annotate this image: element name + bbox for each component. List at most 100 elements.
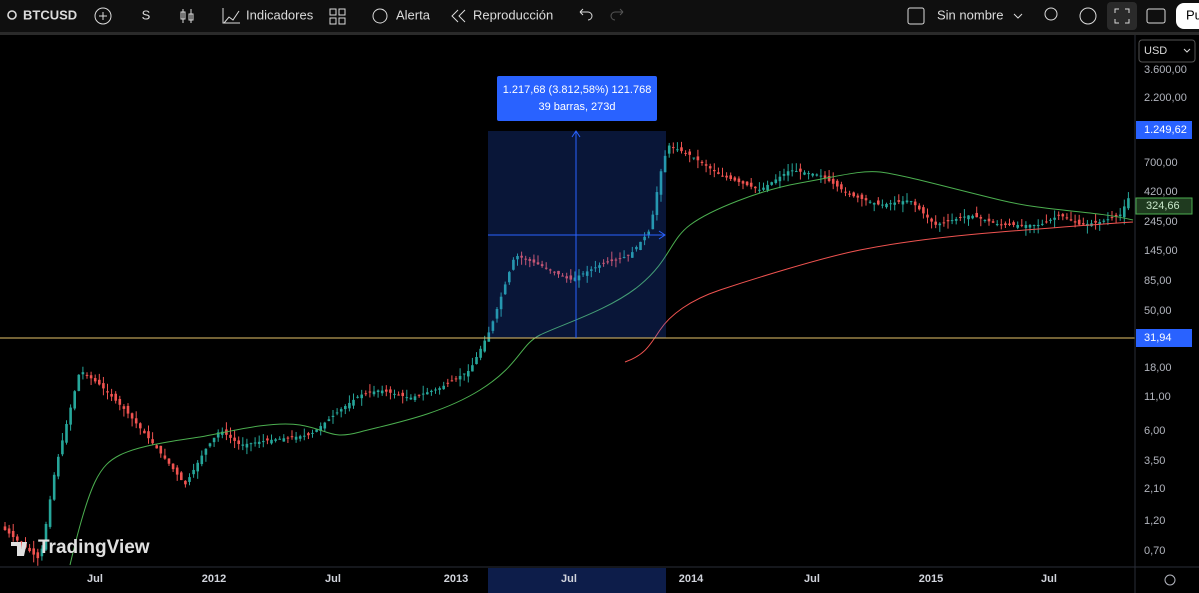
candle-body [118, 398, 122, 405]
candle-body [799, 168, 802, 172]
publish-button[interactable] [1176, 3, 1199, 29]
candle-body [401, 392, 404, 397]
snapshot[interactable] [1146, 8, 1166, 24]
candle-body [450, 380, 454, 382]
candle-body [335, 412, 339, 414]
candle-body [89, 375, 93, 379]
candle-body [1028, 225, 1032, 228]
candle-body [1053, 217, 1056, 220]
candle-body [614, 259, 618, 261]
settings[interactable] [1079, 7, 1097, 25]
candle-body [212, 437, 216, 443]
alert[interactable]: Alerta [396, 7, 431, 22]
fullscreen[interactable] [1114, 8, 1130, 24]
candle-body [134, 418, 138, 424]
candle-body [852, 192, 855, 197]
candle-body [745, 181, 749, 186]
candle-body [594, 267, 597, 269]
candle-body [655, 192, 659, 215]
candle-body [167, 458, 171, 464]
undo[interactable] [579, 8, 593, 21]
redo[interactable] [610, 8, 624, 21]
candle-body [778, 176, 782, 182]
symbol[interactable]: BTCUSD [23, 7, 77, 22]
candle-body [954, 218, 958, 221]
time-label: 2012 [202, 573, 226, 585]
currency[interactable]: USD [1144, 45, 1167, 57]
candle-body [216, 432, 220, 438]
candle-body [1077, 219, 1081, 225]
ma-green [69, 171, 1134, 566]
time-label: 2013 [444, 573, 468, 585]
candle-body [1045, 221, 1048, 223]
candle-body [114, 393, 117, 401]
candle-body [180, 472, 183, 481]
candle-body [270, 439, 273, 444]
candle-body [57, 456, 60, 477]
candle-body [1082, 223, 1085, 225]
add-symbol[interactable] [94, 7, 112, 25]
candle-body [803, 172, 806, 175]
layout-name[interactable]: Sin nombre [937, 7, 1003, 22]
indicators[interactable]: Indicadores [246, 7, 314, 22]
candle-body [536, 262, 540, 265]
candle-body [1032, 225, 1036, 227]
candle-body [65, 424, 68, 443]
fullscreen-bg [1107, 2, 1137, 30]
candle-body [139, 423, 142, 429]
candle-body [844, 191, 847, 193]
candle-body [241, 444, 245, 446]
candle-body [393, 393, 396, 395]
candle-body [16, 536, 19, 541]
candle-body [143, 430, 146, 434]
candle-body [520, 255, 523, 258]
price-label: 2,10 [1144, 483, 1165, 495]
candle-body [1041, 223, 1044, 225]
time-label: Jul [804, 573, 820, 585]
candle-body [930, 218, 933, 222]
candle-body [610, 259, 614, 262]
interval[interactable]: S [142, 7, 151, 22]
watermark: TradingView [38, 537, 150, 558]
candle-body [163, 455, 167, 459]
candle-body [1094, 220, 1097, 223]
candle-body [1012, 222, 1015, 225]
layout-menu[interactable] [1013, 13, 1023, 19]
currency-box[interactable] [1138, 39, 1196, 63]
currency-menu [1183, 48, 1191, 53]
candle-body [36, 552, 40, 559]
candle-body [311, 432, 314, 434]
replay[interactable]: Reproducción [473, 7, 553, 22]
candle-body [32, 548, 35, 555]
candle-body [397, 394, 400, 396]
axis-settings[interactable] [1164, 574, 1176, 586]
price-label: 18,00 [1144, 362, 1172, 374]
templates[interactable] [329, 8, 346, 25]
line-price-box [1136, 329, 1192, 347]
candle-body [1061, 214, 1065, 217]
price-label: 0,70 [1144, 545, 1165, 557]
candle-body [471, 365, 474, 372]
candle-body [356, 396, 359, 398]
candle-body [704, 164, 708, 166]
publish[interactable]: Pu [1186, 7, 1199, 22]
candle-body [81, 372, 85, 375]
candle-body [1036, 225, 1040, 227]
price-label: 700,00 [1144, 157, 1178, 169]
candle-body [795, 171, 798, 173]
candle-body [713, 169, 716, 172]
candle-body [188, 477, 191, 482]
candle-body [770, 182, 773, 185]
candle-body [889, 203, 892, 205]
candle-body [549, 269, 552, 271]
search-icon[interactable] [7, 10, 17, 20]
candle-body [454, 378, 458, 380]
chart-type[interactable] [180, 9, 194, 23]
candle-body [479, 348, 482, 358]
candle-body [540, 264, 544, 267]
quick-search[interactable] [1044, 7, 1058, 21]
candle-body [946, 220, 950, 222]
candle-body [93, 378, 97, 382]
candle-body [782, 174, 786, 176]
